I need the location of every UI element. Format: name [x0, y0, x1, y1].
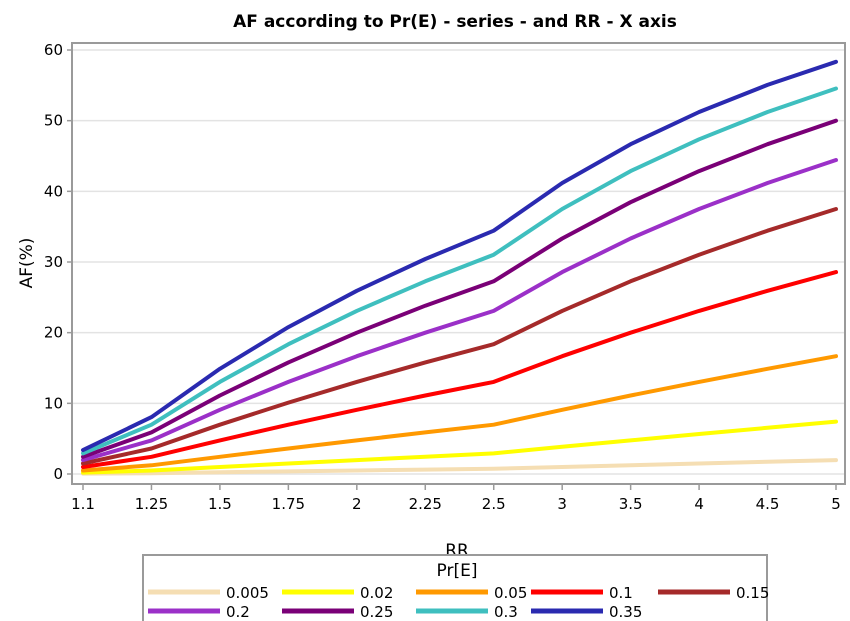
chart-title: AF according to Pr(E) - series - and RR …: [233, 12, 677, 32]
legend-item-0.1: 0.1: [531, 584, 633, 602]
x-tick-label: 2.5: [482, 495, 506, 513]
legend-item-0.35: 0.35: [531, 603, 642, 621]
x-tick-label: 4.5: [756, 495, 780, 513]
y-tick-label: 30: [44, 253, 63, 271]
y-tick-label: 10: [44, 394, 63, 412]
x-tick-label: 1.1: [71, 495, 95, 513]
legend-label: 0.3: [494, 603, 518, 621]
plot-area-frame: [71, 42, 846, 485]
x-tick-label: 3.5: [619, 495, 643, 513]
legend-items: 0.005 0.02 0.05 0.1 0.15 0.2 0.25 0.3 0.35: [148, 584, 769, 621]
y-tick-label: 0: [53, 465, 63, 483]
x-tick-label: 3: [557, 495, 567, 513]
legend-label: 0.05: [494, 584, 527, 602]
legend-item-0.005: 0.005: [148, 584, 269, 602]
series-layer: [81, 59, 838, 476]
y-tick-label: 50: [44, 112, 63, 130]
legend-title: Pr[E]: [437, 561, 478, 581]
legend-label: 0.2: [226, 603, 250, 621]
legend-label: 0.15: [736, 584, 769, 602]
legend: Pr[E] 0.005 0.02 0.05 0.1 0.15 0.2 0.25 0.3 0.35: [142, 554, 769, 621]
x-tick-label: 1.25: [135, 495, 168, 513]
legend-box: [142, 554, 768, 621]
x-tick-label: 2: [352, 495, 362, 513]
y-tick-label: 20: [44, 324, 63, 342]
x-tick-label: 1.75: [272, 495, 305, 513]
x-tick-label: 4: [694, 495, 704, 513]
legend-label: 0.1: [609, 584, 633, 602]
x-axis: 1.1 1.25 1.5 1.75 2 2.25 2.5 3 3.5 4 4.5 5: [71, 483, 841, 513]
y-tick-label: 40: [44, 182, 63, 200]
series-line-0.05: [81, 354, 838, 473]
legend-label: 0.35: [609, 603, 642, 621]
series-line-0.15: [81, 207, 838, 466]
series-line-0.02: [81, 419, 838, 475]
x-axis-label: RR: [445, 541, 469, 561]
y-axis-label: AF(%): [17, 238, 37, 289]
x-tick-label: 2.25: [409, 495, 442, 513]
series-line-0.2: [81, 158, 838, 463]
series-line-0.005: [81, 458, 838, 476]
legend-item-0.15: 0.15: [658, 584, 769, 602]
series-line-0.3: [81, 86, 838, 456]
legend-label: 0.005: [226, 584, 269, 602]
y-axis: 0 10 20 30 40 50 60: [44, 41, 73, 483]
series-line-0.25: [81, 118, 838, 459]
legend-item-0.25: 0.25: [282, 603, 393, 621]
legend-item-0.3: 0.3: [416, 603, 518, 621]
legend-label: 0.25: [360, 603, 393, 621]
legend-label: 0.02: [360, 584, 393, 602]
legend-item-0.02: 0.02: [282, 584, 393, 602]
x-tick-label: 1.5: [208, 495, 232, 513]
legend-item-0.05: 0.05: [416, 584, 527, 602]
series-line-0.1: [81, 270, 838, 469]
series-line-0.35: [81, 59, 838, 453]
x-tick-label: 5: [831, 495, 841, 513]
y-tick-label: 60: [44, 41, 63, 59]
legend-item-0.2: 0.2: [148, 603, 250, 621]
